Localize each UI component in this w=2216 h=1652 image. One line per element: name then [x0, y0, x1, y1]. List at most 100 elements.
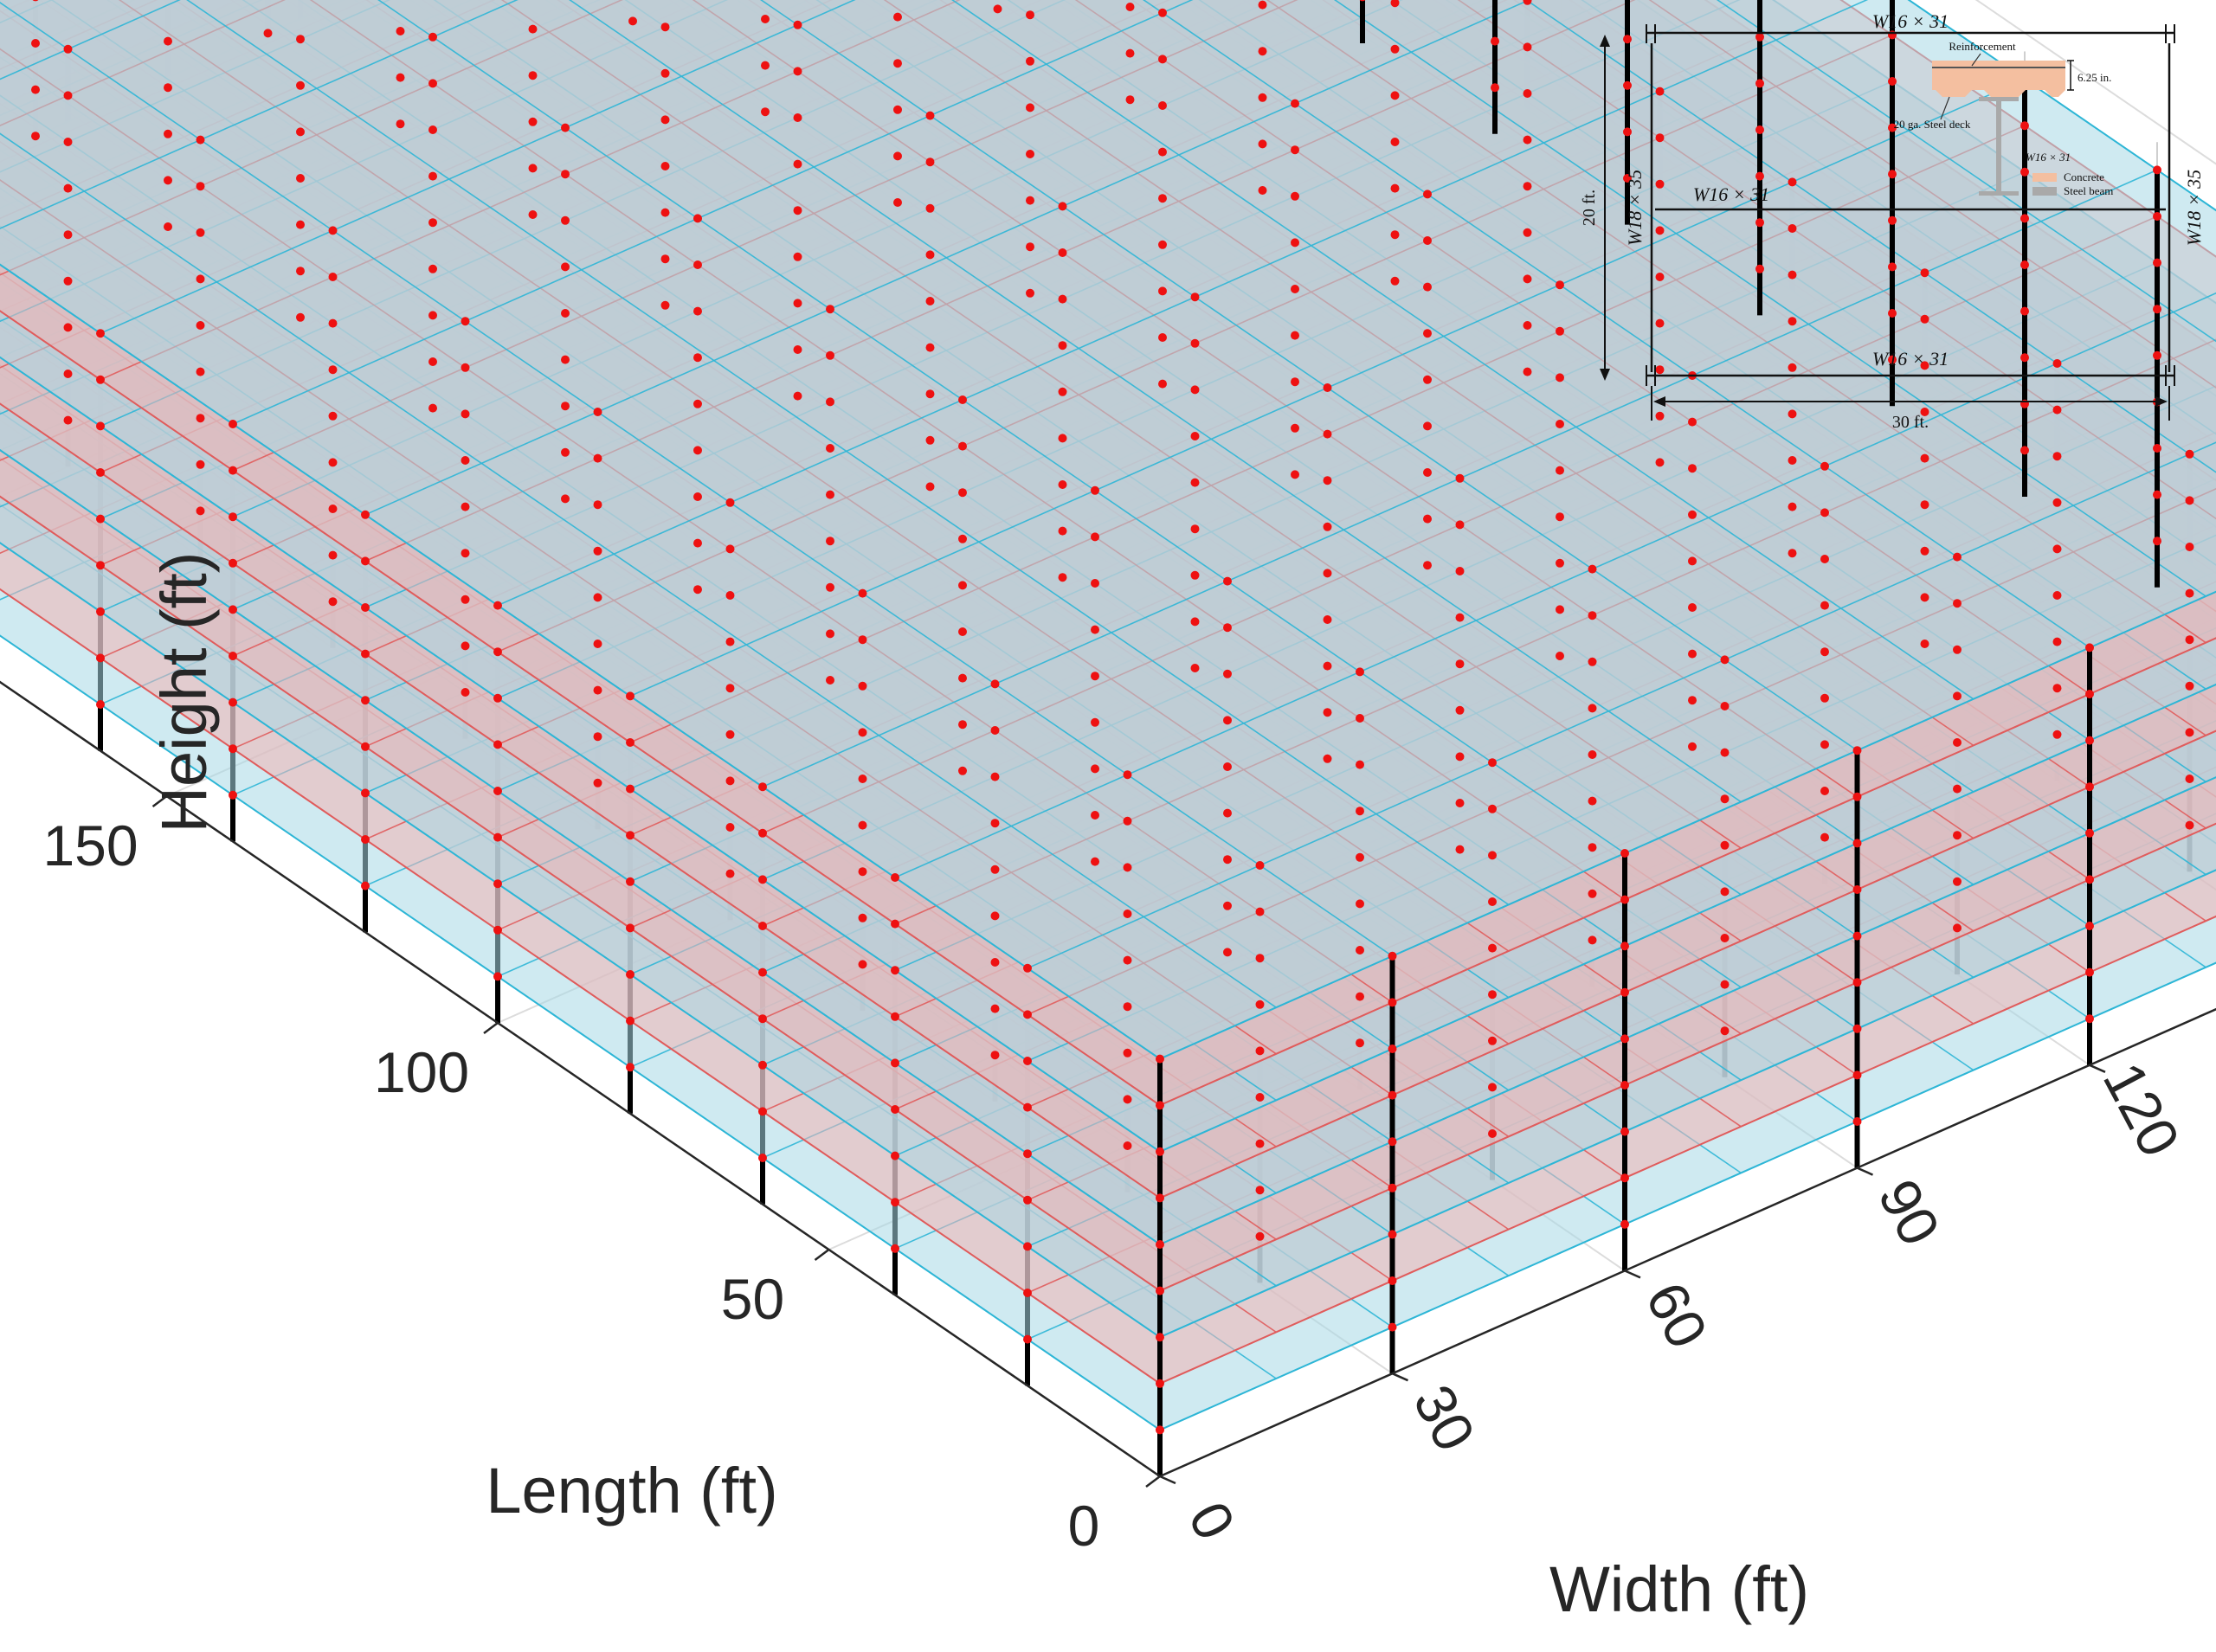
length-tick-label: 150: [42, 813, 138, 877]
beam-column-connection: [2020, 446, 2029, 455]
beam-column-connection: [1158, 240, 1167, 249]
beam-column-connection: [229, 558, 237, 568]
beam-column-connection: [1023, 963, 1032, 973]
beam-column-connection: [2052, 359, 2062, 368]
beam-column-connection: [328, 318, 338, 328]
beam-column-connection: [1023, 1102, 1032, 1112]
beam-column-connection: [229, 420, 237, 428]
legend-concrete-label: Concrete: [2064, 170, 2104, 183]
beam-column-connection: [1356, 946, 1364, 955]
beam-column-connection: [1655, 365, 1665, 375]
beam-column-connection: [693, 585, 702, 595]
beam-column-connection: [1455, 520, 1465, 530]
beam-column-connection: [428, 32, 437, 42]
beam-column-connection: [693, 446, 702, 455]
beam-column-connection: [1920, 500, 1929, 510]
beam-column-connection: [1588, 704, 1597, 713]
beam-column-connection: [493, 972, 502, 981]
beam-column-connection: [528, 117, 538, 126]
beam-column-connection: [428, 403, 437, 413]
beam-column-connection: [1556, 652, 1564, 660]
beam-column-connection: [2153, 165, 2161, 175]
length-tick-label: 100: [374, 1040, 469, 1104]
beam-column-connection: [925, 435, 935, 445]
beam-column-connection: [1655, 179, 1665, 189]
beam-column-connection: [1688, 696, 1697, 705]
beam-column-connection: [626, 738, 635, 747]
beam-column-connection: [328, 226, 338, 235]
beam-column-connection: [296, 35, 305, 44]
beam-column-connection: [1953, 599, 1962, 608]
beam-column-connection: [826, 490, 834, 499]
beam-column-connection: [1655, 411, 1665, 421]
length-tick: [814, 1249, 830, 1261]
beam-column-connection: [1123, 770, 1132, 780]
beam-column-connection: [428, 125, 437, 134]
beam-column-connection: [2085, 690, 2094, 698]
beam-column-connection: [296, 127, 305, 137]
beam-column-connection: [1523, 367, 1532, 376]
beam-column-connection: [593, 593, 602, 602]
beam-column-connection: [1356, 992, 1364, 1001]
beam-column-connection: [1258, 186, 1267, 195]
beam-column-connection: [31, 39, 40, 48]
beam-column-connection: [2085, 643, 2094, 652]
beam-column-connection: [328, 597, 338, 607]
beam-column-connection: [1388, 1090, 1397, 1100]
beam-column-connection: [1620, 1034, 1629, 1044]
beam-column-connection: [1720, 887, 1730, 897]
beam-column-connection: [693, 353, 702, 363]
beam-column-connection: [561, 355, 570, 364]
beam-column-connection: [793, 252, 802, 261]
beam-column-connection: [793, 67, 802, 76]
beam-column-connection: [1356, 899, 1364, 909]
beam-column-connection: [1720, 702, 1730, 710]
beam-column-connection: [1123, 863, 1132, 872]
beam-column-connection: [660, 300, 670, 310]
typical-bay-inset: W16 × 31 W16 × 31 W16 × 31 W18 × 35 W18 …: [1580, 10, 2205, 432]
beam-column-connection: [1258, 0, 1267, 10]
beam-column-connection: [1755, 171, 1764, 181]
beam-column-connection: [1223, 716, 1232, 725]
width-tick: [1856, 1167, 1874, 1176]
beam-column-connection: [725, 591, 735, 600]
beam-column-connection: [96, 375, 105, 384]
beam-column-connection: [1156, 1333, 1164, 1342]
length-tick: [483, 1022, 499, 1034]
beam-column-connection: [1620, 849, 1629, 858]
beam-column-connection: [1388, 1045, 1397, 1053]
beam-column-connection: [1026, 150, 1034, 158]
beam-column-connection: [96, 421, 105, 431]
beam-column-connection: [1156, 1286, 1164, 1295]
beam-column-connection: [1291, 423, 1299, 433]
beam-column-connection: [1323, 708, 1332, 717]
beam-column-connection: [428, 357, 437, 366]
beam-column-connection: [1291, 377, 1299, 387]
beam-column-connection: [328, 550, 338, 560]
beam-column-connection: [1390, 276, 1400, 286]
beam-column-connection: [1788, 317, 1797, 326]
beam-column-connection: [1423, 421, 1432, 431]
beam-column-connection: [593, 546, 602, 556]
beam-column-connection: [328, 365, 338, 375]
beam-column-connection: [1755, 218, 1764, 228]
beam-column-connection: [1356, 714, 1364, 723]
beam-column-connection: [96, 329, 105, 338]
beam-column-connection: [96, 561, 105, 570]
beam-column-connection: [2185, 588, 2194, 598]
beam-column-connection: [1888, 215, 1897, 225]
beam-column-connection: [196, 274, 205, 284]
beam-column-connection: [1356, 807, 1364, 816]
length-tick-label: 50: [721, 1267, 784, 1331]
beam-column-connection: [1820, 555, 1829, 563]
beam-column-connection: [361, 696, 370, 705]
beam-column-connection: [990, 865, 1000, 874]
beam-column-connection: [1523, 182, 1532, 191]
beam-column-connection: [1491, 83, 1499, 93]
beam-column-connection: [593, 500, 602, 510]
beam-column-connection: [1488, 943, 1497, 953]
beam-column-connection: [1388, 1183, 1397, 1192]
beam-column-connection: [1223, 576, 1232, 586]
beam-column-connection: [461, 409, 470, 419]
beam-column-connection: [196, 367, 205, 376]
